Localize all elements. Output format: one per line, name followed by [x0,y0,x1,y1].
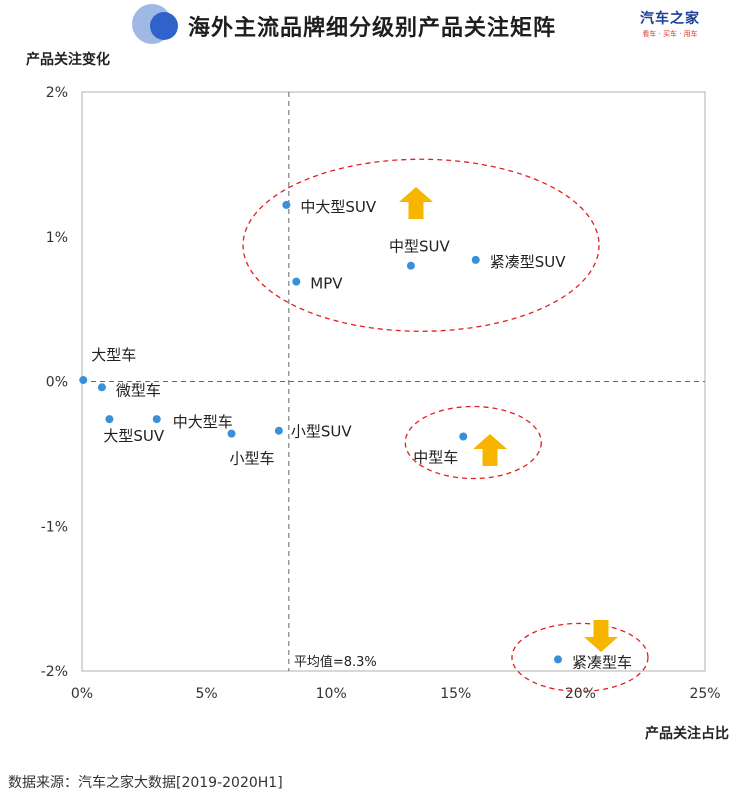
brand-logo: 汽车之家 看车 · 买车 · 用车 [630,8,710,39]
y-tick-label: 0% [46,375,68,391]
y-tick-label: -1% [41,519,68,535]
data-point-label: 中大型SUV [300,198,377,216]
x-tick-label: 5% [195,686,217,702]
data-point-label: 微型车 [116,381,161,399]
average-line-label: 平均值=8.3% [294,654,377,670]
circles-logo-icon [132,4,180,44]
data-point [459,432,468,441]
x-tick-label: 20% [565,686,596,702]
data-point [292,277,301,286]
data-point-label: 小型车 [230,450,275,468]
highlight-ellipse [404,405,542,480]
data-point-label: 中型车 [413,449,458,467]
data-point [152,415,161,424]
data-point [471,255,480,264]
data-point-label: 紧凑型车 [572,653,632,671]
brand-name: 汽车之家 [640,11,700,27]
trend-up-arrow-icon [473,434,507,466]
x-axis-title: 产品关注占比 [645,725,729,742]
trend-down-arrow-icon [584,620,618,652]
data-point-label: 小型SUV [291,423,353,441]
x-tick-label: 0% [71,686,93,702]
trend-up-arrow-icon [399,187,433,219]
title-bar: 海外主流品牌细分级别产品关注矩阵 汽车之家 看车 · 买车 · 用车 [0,0,744,50]
data-point-label: MPV [310,275,343,293]
chart-title: 海外主流品牌细分级别产品关注矩阵 [188,16,557,41]
scatter-chart: 2%1%0%-1%-2%0% 5% 10% 15% 20% 25%产品关注变化产品关注占比… [26,51,729,742]
data-point-label: 中大型车 [173,413,233,431]
data-point [227,429,236,438]
data-point [274,426,283,435]
data-point-label: 大型车 [91,346,136,364]
y-tick-label: -2% [41,664,68,680]
x-tick-label: 15% [440,686,471,702]
highlight-ellipse [242,158,600,332]
y-tick-label: 1% [46,230,68,246]
data-point [282,200,291,209]
data-point [97,383,106,392]
x-tick-label: 10% [316,686,347,702]
data-point-label: 紧凑型SUV [490,253,567,271]
data-source-note: 数据来源：汽车之家大数据[2019-2020H1] [8,775,283,791]
data-point [105,415,114,424]
data-point [79,376,88,385]
data-point-label: 中型SUV [389,238,451,256]
y-axis-title: 产品关注变化 [26,51,110,68]
brand-tagline: 看车 · 买车 · 用车 [642,30,698,38]
x-tick-label: 25% [689,686,720,702]
data-point [406,261,415,270]
data-point-label: 大型SUV [103,427,165,445]
data-point [553,655,562,664]
highlight-ellipse [511,622,649,693]
y-tick-label: 2% [46,85,68,101]
